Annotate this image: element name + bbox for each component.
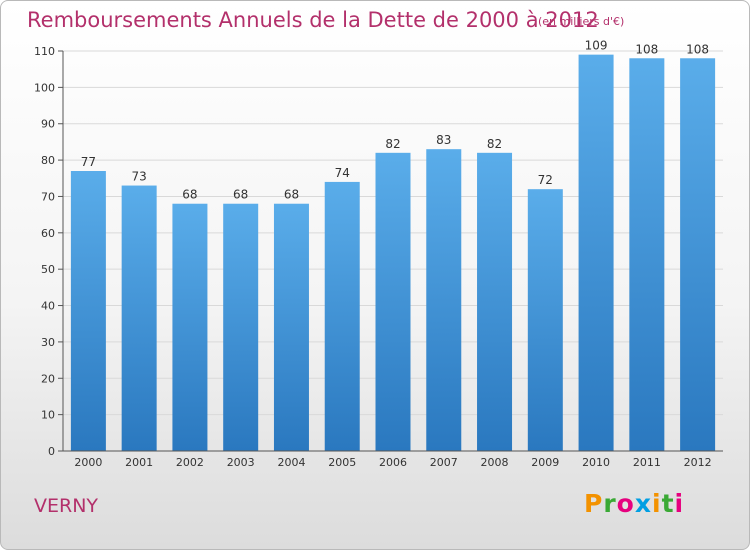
bar-value-label: 68 [233,188,248,202]
y-tick-label: 90 [41,118,55,131]
y-tick-label: 40 [41,300,55,313]
y-tick-label: 80 [41,154,55,167]
place-name: VERNY [34,495,99,517]
y-tick-label: 60 [41,227,55,240]
bar-value-label: 74 [335,166,350,180]
bar [375,152,411,451]
proxiti-logo[interactable]: Proxiti [584,489,685,518]
bar-value-label: 68 [182,188,197,202]
bar [426,149,462,451]
x-tick-label: 2009 [531,456,559,469]
x-tick-label: 2006 [379,456,407,469]
bar [324,181,360,451]
y-tick-label: 10 [41,409,55,422]
x-tick-label: 2002 [176,456,204,469]
bar [477,152,513,451]
bar [70,171,106,451]
bar [121,185,157,451]
bar [680,58,716,451]
x-tick-label: 2004 [277,456,305,469]
bar-value-label: 108 [686,42,709,56]
x-tick-label: 2003 [227,456,255,469]
chart-title: Remboursements Annuels de la Dette de 20… [27,8,599,32]
x-tick-label: 2008 [481,456,509,469]
y-tick-label: 50 [41,263,55,276]
y-tick-label: 70 [41,190,55,203]
bar [629,58,665,451]
bar [527,189,563,451]
bar [223,203,259,451]
x-tick-label: 2010 [582,456,610,469]
y-tick-label: 110 [34,45,55,58]
x-tick-label: 2011 [633,456,661,469]
bar-value-label: 68 [284,188,299,202]
bar [273,203,309,451]
bar-value-label: 72 [538,173,553,187]
bar-value-label: 82 [487,137,502,151]
bar-value-label: 83 [436,133,451,147]
bar [172,203,208,451]
bar-value-label: 82 [385,137,400,151]
y-tick-label: 100 [34,81,55,94]
chart-subtitle: (en milliers d'€) [538,15,625,28]
y-tick-label: 0 [48,445,55,458]
x-tick-label: 2012 [684,456,712,469]
bar [578,54,614,452]
y-tick-label: 30 [41,336,55,349]
x-tick-label: 2001 [125,456,153,469]
x-tick-label: 2007 [430,456,458,469]
bar-value-label: 109 [585,39,608,53]
bar-value-label: 77 [81,155,96,169]
x-tick-label: 2005 [328,456,356,469]
x-tick-label: 2000 [74,456,102,469]
bar-value-label: 73 [132,170,147,184]
y-tick-label: 20 [41,372,55,385]
bar-value-label: 108 [635,42,658,56]
